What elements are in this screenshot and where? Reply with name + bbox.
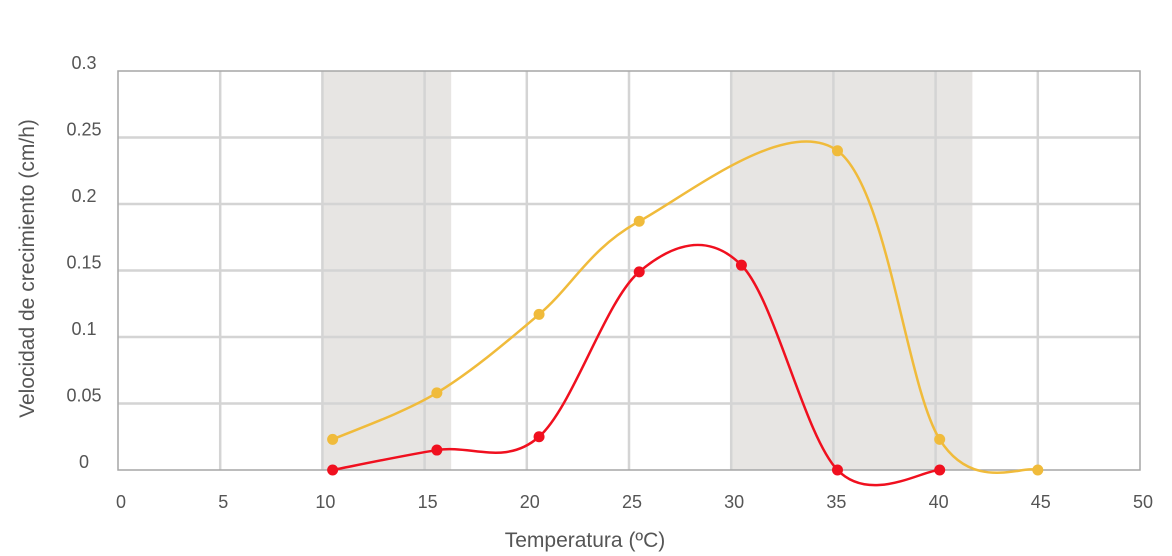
x-tick-label: 25 (622, 492, 642, 512)
y-tick-label: 0.2 (71, 186, 96, 206)
x-tick-label: 35 (826, 492, 846, 512)
data-point (431, 444, 443, 456)
grid-lines (118, 71, 1140, 470)
data-point (327, 464, 339, 476)
x-tick-label: 20 (520, 492, 540, 512)
x-axis-title: Temperatura (ºC) (505, 529, 666, 552)
data-point (533, 308, 545, 320)
y-tick-label: 0.05 (66, 386, 101, 406)
data-point (633, 266, 645, 278)
x-tick-label: 40 (929, 492, 949, 512)
x-tick-label: 10 (315, 492, 335, 512)
x-axis-ticks: 0 5 10 15 20 25 30 35 40 45 50 (116, 492, 1153, 512)
series-points (327, 145, 1044, 476)
data-point (327, 433, 339, 445)
y-tick-label: 0.1 (71, 319, 96, 339)
y-tick-label: 0.25 (66, 120, 101, 140)
y-tick-label: 0 (79, 452, 89, 472)
data-point (431, 387, 443, 399)
x-tick-label: 50 (1133, 492, 1153, 512)
series-line (331, 140, 1040, 474)
data-point (831, 464, 843, 476)
y-tick-label: 0.15 (66, 253, 101, 273)
plot-frame (117, 70, 1141, 471)
x-tick-label: 15 (418, 492, 438, 512)
y-axis-title: Velocidad de crecimiento (cm/h) (16, 119, 39, 418)
data-point (633, 215, 645, 227)
x-tick-label: 30 (724, 492, 744, 512)
x-tick-label: 45 (1031, 492, 1051, 512)
data-point (934, 433, 946, 445)
x-tick-label: 0 (116, 492, 126, 512)
data-point (831, 145, 843, 157)
data-point (533, 431, 545, 443)
data-point (1032, 464, 1044, 476)
y-axis-ticks: 0 0.05 0.1 0.15 0.2 0.25 0.3 (66, 53, 101, 472)
data-point (934, 464, 946, 476)
data-point (735, 259, 747, 271)
x-tick-label: 5 (218, 492, 228, 512)
y-tick-label: 0.3 (71, 53, 96, 73)
